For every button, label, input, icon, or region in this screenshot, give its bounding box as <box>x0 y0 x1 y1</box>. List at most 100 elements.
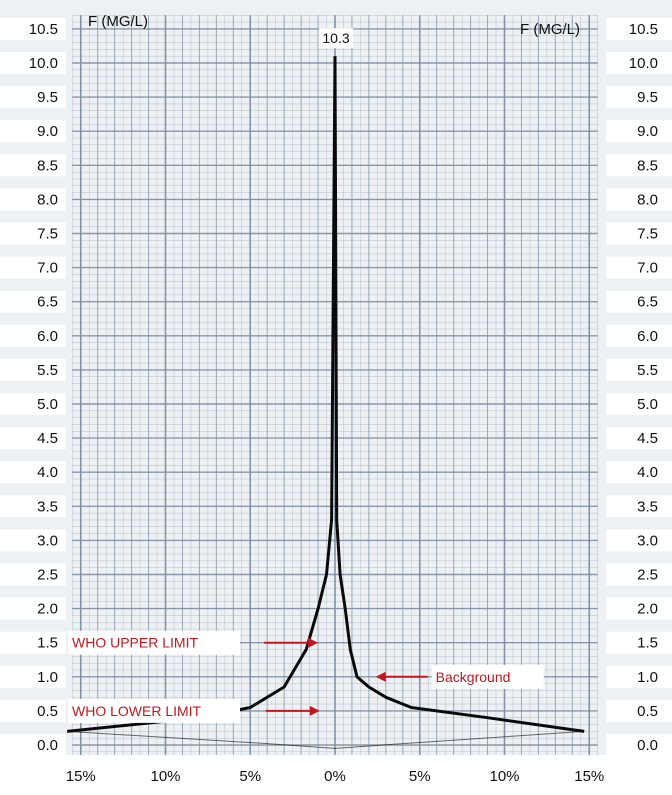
y-tick-label-left: 5.5 <box>37 362 58 379</box>
y-tick-label-right: 0.5 <box>637 703 658 720</box>
y-tick-label-left: 1.0 <box>37 669 58 686</box>
y-tick-box-right <box>606 631 672 654</box>
y-tick-label-left: 1.5 <box>37 635 58 652</box>
y-tick-label-left: 6.5 <box>37 294 58 311</box>
y-tick-box-left <box>0 495 66 518</box>
y-axis-ticks: 0.0 0.0 0.5 0.5 1.0 1.0 1.5 1.5 2.0 2.0 2.5 2.5 3.0 3… <box>0 17 672 756</box>
y-tick-label-right: 6.5 <box>637 294 658 311</box>
y-tick-box-right <box>606 699 672 722</box>
y-tick-box-right <box>606 665 672 688</box>
y-axis-unit-right: F (MG/L) <box>520 21 580 38</box>
y-tick-label-left: 4.0 <box>37 464 58 481</box>
y-tick-box-left <box>0 256 66 279</box>
y-tick-box-right <box>606 256 672 279</box>
x-tick-label: 5% <box>409 768 431 785</box>
y-tick-label-right: 9.0 <box>637 123 658 140</box>
y-tick-label-left: 5.0 <box>37 396 58 413</box>
y-tick-box-right <box>606 597 672 620</box>
y-tick-label-right: 2.5 <box>637 567 658 584</box>
y-tick-label-right: 8.5 <box>637 157 658 174</box>
y-tick-label-left: 0.0 <box>37 737 58 754</box>
annotation-arrow-head <box>375 671 386 682</box>
y-tick-label-left: 2.0 <box>37 601 58 618</box>
y-tick-label-right: 3.0 <box>637 532 658 549</box>
annotation-box <box>431 664 544 689</box>
annotation-box <box>68 630 240 655</box>
y-tick-box-left <box>0 734 66 756</box>
y-tick-label-right: 4.0 <box>637 464 658 481</box>
y-tick-box-left <box>0 597 66 620</box>
y-tick-label-right: 1.5 <box>637 635 658 652</box>
y-tick-box-right <box>606 188 672 211</box>
y-tick-label-right: 3.5 <box>637 498 658 515</box>
peak-label: 10.3 <box>322 30 349 46</box>
right-outline-line <box>333 56 585 733</box>
y-tick-label-right: 10.0 <box>629 55 658 72</box>
y-tick-label-right: 2.0 <box>637 601 658 618</box>
y-tick-label-right: 8.0 <box>637 191 658 208</box>
annotation-label: WHO LOWER LIMIT <box>72 703 202 719</box>
y-tick-label-left: 10.0 <box>29 55 58 72</box>
y-axis-unit-left: F (MG/L) <box>88 13 148 30</box>
y-tick-label-left: 8.5 <box>37 157 58 174</box>
annotation-box <box>68 698 240 723</box>
y-tick-box-right <box>606 222 672 245</box>
y-tick-box-left <box>0 563 66 586</box>
y-tick-label-right: 10.5 <box>629 21 658 38</box>
y-tick-box-left <box>0 154 66 177</box>
y-tick-box-right <box>606 154 672 177</box>
y-tick-box-left <box>0 52 66 74</box>
x-axis-ticks: 15% 10% 5% 0% 5% 10% 15% <box>0 755 672 795</box>
y-tick-box-right <box>606 120 672 143</box>
y-tick-box-right <box>606 17 672 40</box>
x-tick-label: 15% <box>574 768 604 785</box>
y-tick-label-right: 4.5 <box>637 430 658 447</box>
y-tick-label-left: 7.0 <box>37 260 58 277</box>
y-tick-box-left <box>0 17 66 40</box>
y-tick-label-right: 0.0 <box>637 737 658 754</box>
y-tick-label-left: 0.5 <box>37 703 58 720</box>
y-tick-label-left: 3.0 <box>37 532 58 549</box>
y-tick-box-right <box>606 734 672 756</box>
annotation-arrow-head <box>308 637 319 648</box>
y-tick-label-left: 8.0 <box>37 191 58 208</box>
y-tick-box-left <box>0 358 66 381</box>
annotation-label: Background <box>436 669 511 685</box>
x-tick-label: 5% <box>239 768 261 785</box>
y-tick-box-left <box>0 290 66 313</box>
y-tick-label-right: 7.5 <box>637 226 658 243</box>
y-tick-box-right <box>606 461 672 484</box>
x-tick-label: 15% <box>66 768 96 785</box>
y-tick-box-right <box>606 495 672 518</box>
peak-label-box <box>319 28 353 49</box>
y-tick-box-left <box>0 631 66 654</box>
y-tick-label-right: 5.0 <box>637 396 658 413</box>
y-tick-label-left: 10.5 <box>29 21 58 38</box>
annotations: WHO UPPER LIMIT WHO LOWER LIMIT Background <box>68 630 544 723</box>
y-tick-box-right <box>606 86 672 109</box>
y-tick-box-left <box>0 120 66 143</box>
y-tick-box-right <box>606 290 672 313</box>
y-tick-label-right: 6.0 <box>637 328 658 345</box>
y-tick-label-right: 7.0 <box>637 260 658 277</box>
y-tick-box-left <box>0 699 66 722</box>
y-tick-box-left <box>0 665 66 688</box>
y-tick-label-left: 9.0 <box>37 123 58 140</box>
y-tick-box-right <box>606 52 672 74</box>
y-tick-box-left <box>0 188 66 211</box>
y-tick-box-left <box>0 461 66 484</box>
y-tick-box-left <box>0 529 66 552</box>
y-tick-box-left <box>0 324 66 347</box>
y-tick-label-left: 7.5 <box>37 226 58 243</box>
y-tick-box-right <box>606 563 672 586</box>
y-tick-label-left: 3.5 <box>37 498 58 515</box>
baseline-outline-line <box>67 730 585 749</box>
y-tick-box-right <box>606 393 672 415</box>
y-tick-box-right <box>606 427 672 450</box>
y-tick-box-right <box>606 529 672 552</box>
y-tick-label-right: 1.0 <box>637 669 658 686</box>
x-tick-label: 0% <box>324 768 346 785</box>
y-tick-box-left <box>0 393 66 415</box>
y-tick-label-right: 9.5 <box>637 89 658 106</box>
